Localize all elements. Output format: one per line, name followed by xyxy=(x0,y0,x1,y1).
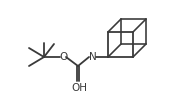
Text: O: O xyxy=(59,52,67,62)
Text: N: N xyxy=(89,52,97,62)
Text: OH: OH xyxy=(71,83,87,93)
